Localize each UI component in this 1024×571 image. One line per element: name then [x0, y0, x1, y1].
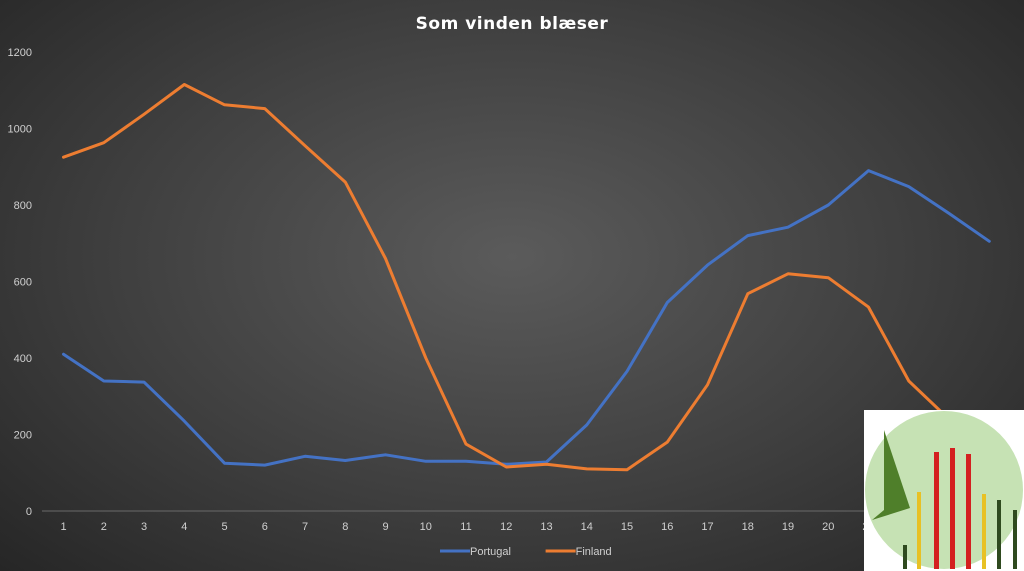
- y-tick-label: 400: [14, 353, 32, 365]
- legend-label: Finland: [576, 546, 612, 558]
- x-tick-label: 3: [141, 521, 147, 533]
- y-tick-label: 0: [26, 506, 32, 518]
- x-tick-label: 16: [661, 521, 673, 533]
- x-tick-label: 15: [621, 521, 633, 533]
- y-axis: 0 200 400 600 800 1000 1200: [8, 47, 32, 518]
- x-tick-label: 17: [701, 521, 713, 533]
- series-line-portugal: [62, 169, 991, 467]
- x-tick-label: 2: [101, 521, 107, 533]
- x-tick-label: 13: [540, 521, 552, 533]
- series-line-finland: [62, 83, 991, 472]
- y-tick-label: 200: [14, 430, 32, 442]
- legend-label: Portugal: [470, 546, 511, 558]
- legend[interactable]: Portugal Finland: [440, 546, 612, 558]
- y-tick-label: 1000: [8, 124, 32, 136]
- x-tick-label: 6: [262, 521, 268, 533]
- x-tick-label: 14: [581, 521, 593, 533]
- legend-item-finland[interactable]: Finland: [545, 546, 612, 558]
- x-tick-label: 18: [742, 521, 754, 533]
- x-tick-label: 20: [822, 521, 834, 533]
- x-tick-label: 10: [420, 521, 432, 533]
- x-tick-label: 11: [460, 521, 471, 533]
- x-tick-label: 7: [302, 521, 308, 533]
- x-tick-label: 4: [181, 521, 187, 533]
- legend-item-portugal[interactable]: Portugal: [440, 546, 511, 558]
- series-layer: [62, 83, 991, 472]
- y-tick-label: 800: [14, 200, 32, 212]
- y-tick-label: 600: [14, 277, 32, 289]
- chart-title: Som vinden blæser: [416, 14, 609, 34]
- x-tick-label: 19: [782, 521, 794, 533]
- x-tick-label: 1: [60, 521, 66, 533]
- logo-badge-icon: [864, 410, 1024, 571]
- x-tick-label: 5: [221, 521, 227, 533]
- y-tick-label: 1200: [8, 47, 32, 59]
- x-tick-label: 9: [382, 521, 388, 533]
- x-tick-label: 12: [500, 521, 512, 533]
- x-tick-label: 8: [342, 521, 348, 533]
